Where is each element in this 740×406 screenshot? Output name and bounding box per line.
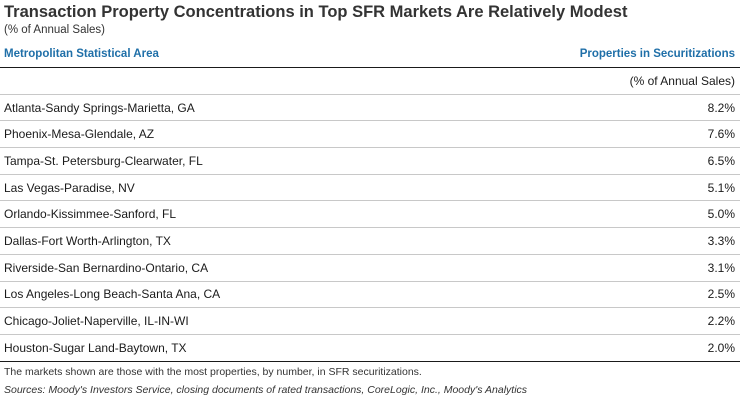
table-row: Las Vegas-Paradise, NV 5.1% [0,175,740,202]
msa-name-cell: Phoenix-Mesa-Glendale, AZ [4,127,155,142]
msa-name-cell: Las Vegas-Paradise, NV [4,180,135,195]
table-row: Los Angeles-Long Beach-Santa Ana, CA 2.5% [0,282,740,309]
share-value-cell: 3.1% [707,260,735,275]
share-value-cell: 2.5% [707,287,735,302]
table-row: Atlanta-Sandy Springs-Marietta, GA 8.2% [0,95,740,122]
column-header-msa: Metropolitan Statistical Area [4,48,159,60]
share-value-cell: 5.1% [707,180,735,195]
msa-name-cell: Atlanta-Sandy Springs-Marietta, GA [4,100,195,115]
share-value-cell: 7.6% [707,127,735,142]
msa-name-cell: Dallas-Fort Worth-Arlington, TX [4,233,171,248]
share-value-cell: 5.0% [707,207,735,222]
table-row: Dallas-Fort Worth-Arlington, TX 3.3% [0,228,740,255]
column-header-properties: Properties in Securitizations [579,48,735,60]
footnote: The markets shown are those with the mos… [4,366,422,378]
share-value-cell: 8.2% [707,100,735,115]
share-value-cell: 3.3% [707,233,735,248]
chart-subtitle: (% of Annual Sales) [4,24,106,36]
table-row: Riverside-San Bernardino-Ontario, CA 3.1% [0,255,740,282]
unit-row: (% of Annual Sales) [0,68,740,95]
table-body: Atlanta-Sandy Springs-Marietta, GA 8.2% Ph… [0,95,740,362]
data-table: Metropolitan Statistical Area Properties… [0,44,740,362]
msa-name-cell: Orlando-Kissimmee-Sanford, FL [4,207,177,222]
unit-label: (% of Annual Sales) [629,73,735,88]
share-value-cell: 6.5% [707,153,735,168]
table-row: Phoenix-Mesa-Glendale, AZ 7.6% [0,121,740,149]
table-row: Tampa-St. Petersburg-Clearwater, FL 6.5% [0,148,740,175]
share-value-cell: 2.2% [707,314,735,329]
msa-name-cell: Houston-Sugar Land-Baytown, TX [4,340,187,355]
table-row: Chicago-Joliet-Naperville, IL-IN-WI 2.2% [0,308,740,335]
msa-name-cell: Chicago-Joliet-Naperville, IL-IN-WI [4,314,189,329]
msa-name-cell: Riverside-San Bernardino-Ontario, CA [4,260,209,275]
msa-name-cell: Tampa-St. Petersburg-Clearwater, FL [4,153,203,168]
table-header: Metropolitan Statistical Area Properties… [0,44,740,68]
source-note: Sources: Moody's Investors Service, clos… [4,384,528,396]
share-value-cell: 2.0% [707,340,735,355]
table-row: Orlando-Kissimmee-Sanford, FL 5.0% [0,201,740,229]
msa-name-cell: Los Angeles-Long Beach-Santa Ana, CA [4,287,221,302]
table-row: Houston-Sugar Land-Baytown, TX 2.0% [0,335,740,362]
chart-title: Transaction Property Concentrations in T… [4,3,628,21]
